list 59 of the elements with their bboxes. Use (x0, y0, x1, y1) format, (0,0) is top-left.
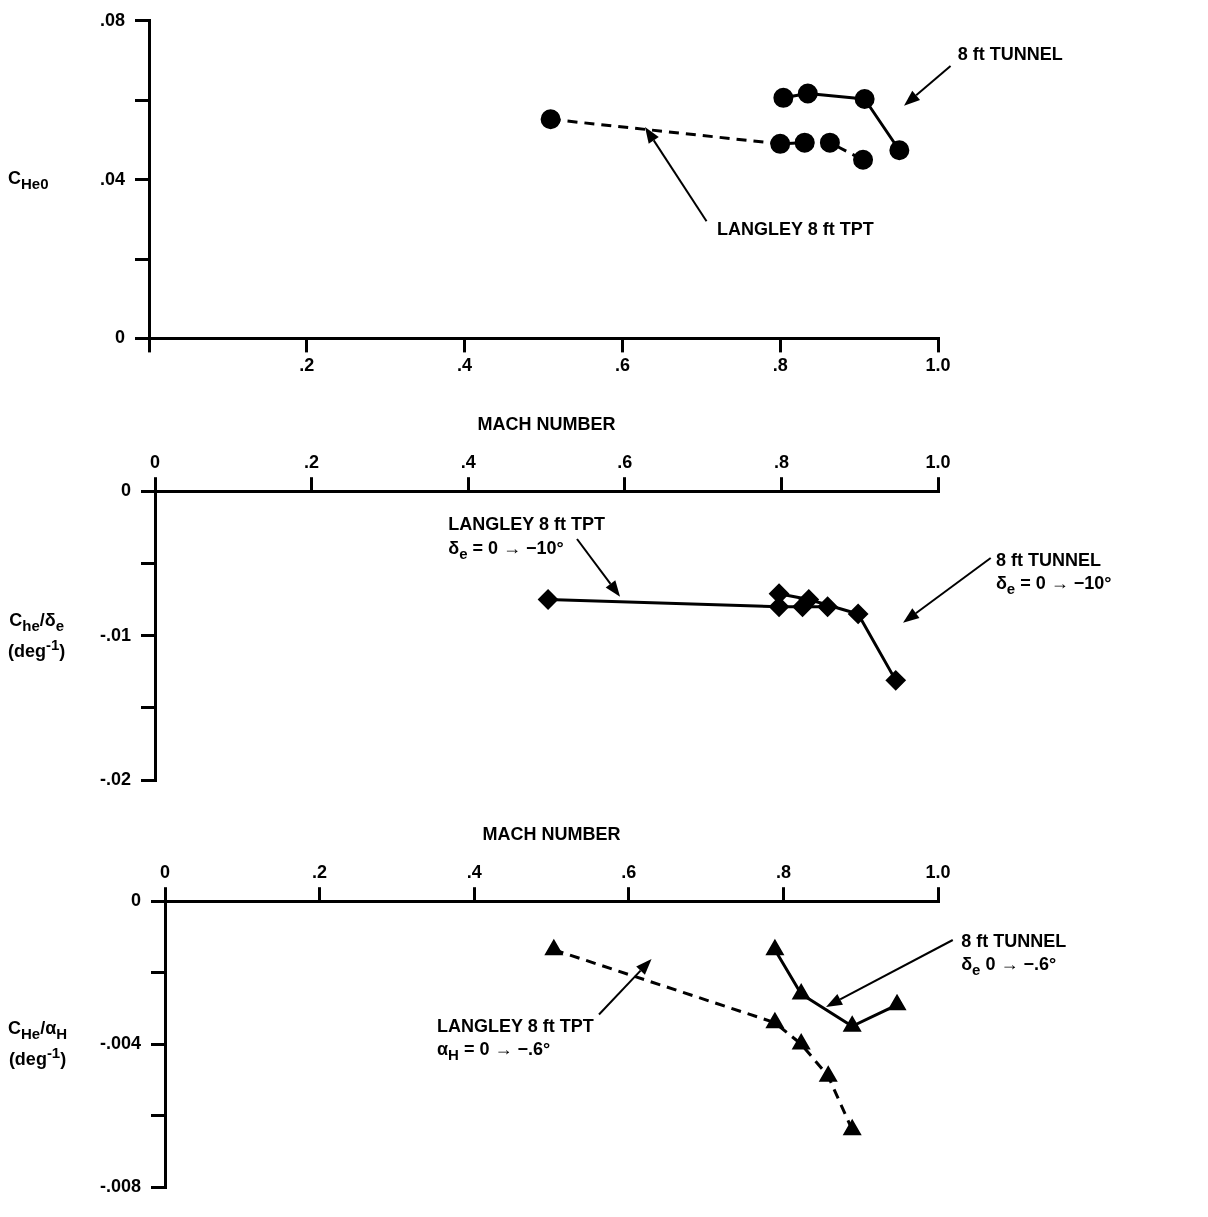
point (538, 589, 559, 610)
point (545, 939, 563, 956)
point (848, 603, 869, 624)
x-tick-label: .2 (299, 355, 315, 376)
y-axis-title: C$_{He}$/α$_{H}$ (deg$^{-1}$) (8, 1017, 68, 1072)
point (792, 1034, 810, 1050)
y-tick-label: .08 (99, 9, 126, 30)
x-tick-label: .8 (775, 862, 791, 883)
x-tick-label: .4 (457, 355, 473, 376)
y-axis-title: C$_{he}$/δ$_{e}$ (deg$^{-1}$) (8, 608, 66, 663)
annotation: LANGLEY 8 ft TPT δ$_{e}$ = 0 → −10° (448, 513, 605, 563)
text: 8 ft TUNNEL δ$_{e}$ = 0 → −10° (995, 548, 1112, 599)
y-tick-label: 0 (121, 480, 132, 501)
x-tick-label: .8 (773, 452, 789, 473)
point (888, 994, 906, 1011)
y-tick-label: -.004 (100, 1033, 142, 1054)
y-axis-title: C$_{He0}$ (8, 166, 49, 193)
x-tick-label: .2 (304, 452, 320, 473)
x-tick-label: 1.0 (925, 355, 951, 376)
point (885, 670, 906, 691)
point (794, 132, 815, 153)
point (819, 1066, 838, 1082)
point (766, 939, 784, 956)
annotation: LANGLEY 8 ft TPT α$_{H}$ = 0 → −.6° (437, 1014, 594, 1065)
point (797, 83, 818, 104)
point (819, 132, 840, 153)
point (792, 984, 810, 1000)
x-axis-title: MACH NUMBER (482, 823, 621, 844)
y-tick-label: 0 (131, 890, 142, 911)
x-tick-label: 0 (150, 452, 161, 473)
text: 8 ft TUNNEL δ$_{e}$ 0 → −.6° (961, 929, 1067, 980)
point (843, 1119, 861, 1136)
point (766, 1012, 784, 1029)
x-tick-label: 1.0 (925, 452, 951, 473)
x-tick-label: .4 (466, 862, 482, 883)
x-tick-label: .4 (460, 452, 476, 473)
text: 8 ft TUNNEL (957, 43, 1063, 67)
point (843, 1016, 861, 1032)
x-tick-label: .6 (621, 862, 637, 883)
x-tick-label: .6 (614, 355, 630, 376)
x-tick-label: .8 (772, 355, 788, 376)
point (817, 596, 838, 617)
y-tick-label: -.008 (100, 1175, 142, 1196)
point (773, 87, 794, 108)
y-tick-label: .04 (99, 168, 126, 189)
point (853, 149, 874, 170)
y-tick-label: 0 (115, 327, 126, 348)
annotation: LANGLEY 8 ft TPT (717, 217, 874, 241)
point (889, 140, 910, 161)
point (854, 89, 875, 110)
y-tick-label: -.01 (99, 624, 132, 645)
x-tick-label: 0 (160, 862, 171, 883)
x-tick-label: .2 (312, 862, 328, 883)
x-axis-title: MACH NUMBER (477, 413, 616, 434)
point (770, 133, 791, 154)
point (540, 109, 561, 130)
x-tick-label: 1.0 (925, 862, 951, 883)
y-tick-label: -.02 (99, 768, 132, 789)
x-tick-label: .6 (617, 452, 633, 473)
